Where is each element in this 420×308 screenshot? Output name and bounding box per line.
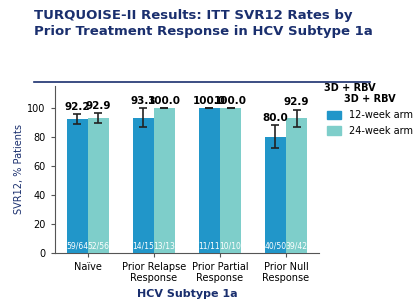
Text: 40/50: 40/50	[264, 241, 286, 250]
X-axis label: HCV Subtype 1a: HCV Subtype 1a	[136, 289, 237, 299]
Bar	[154, 108, 175, 253]
Text: 100.0: 100.0	[193, 96, 226, 106]
Text: 10/10: 10/10	[220, 241, 241, 250]
Y-axis label: SVR12, % Patients: SVR12, % Patients	[14, 124, 24, 214]
Text: 52/56: 52/56	[87, 241, 109, 250]
Text: 93.3: 93.3	[131, 96, 156, 106]
Bar	[220, 108, 241, 253]
Bar	[286, 118, 307, 253]
Bar	[265, 137, 286, 253]
Bar	[88, 118, 109, 253]
Text: 13/13: 13/13	[153, 241, 176, 250]
Text: 59/64: 59/64	[66, 241, 88, 250]
Legend: 12-week arm, 24-week arm: 12-week arm, 24-week arm	[327, 95, 413, 136]
Text: 92.2: 92.2	[64, 102, 90, 112]
Text: TURQUOISE-II Results: ITT SVR12 Rates by
Prior Treatment Response in HCV Subtype: TURQUOISE-II Results: ITT SVR12 Rates by…	[34, 9, 373, 38]
Text: 92.9: 92.9	[284, 97, 310, 107]
Text: 100.0: 100.0	[148, 96, 181, 106]
Bar	[199, 108, 220, 253]
Text: 14/15: 14/15	[132, 241, 154, 250]
Text: 100.0: 100.0	[214, 96, 247, 106]
Bar	[133, 118, 154, 253]
Text: 80.0: 80.0	[262, 113, 288, 123]
Text: 92.9: 92.9	[86, 101, 111, 111]
Text: 11/11: 11/11	[199, 241, 220, 250]
Text: 39/42: 39/42	[286, 241, 307, 250]
Bar	[67, 119, 88, 253]
Text: 3D + RBV: 3D + RBV	[325, 83, 376, 93]
